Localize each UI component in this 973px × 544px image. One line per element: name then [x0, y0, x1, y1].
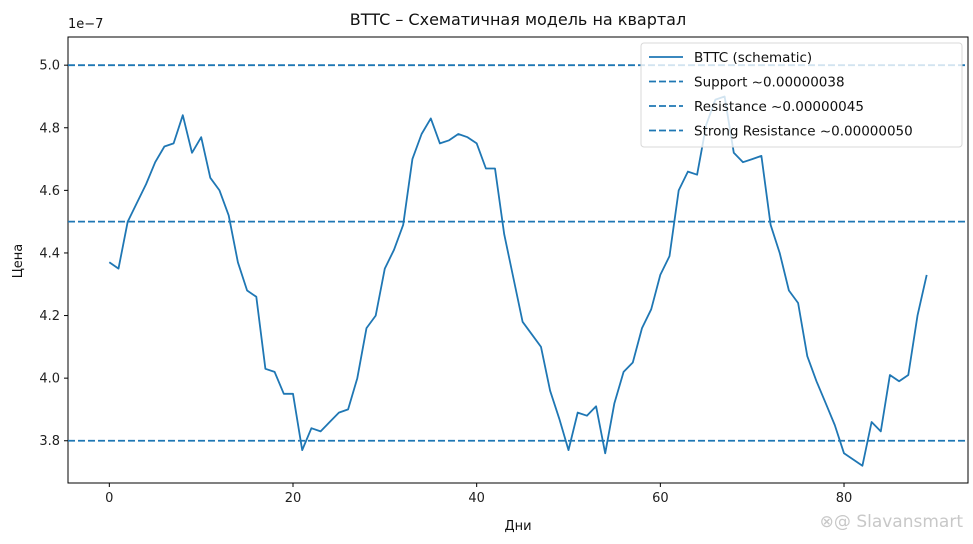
- y-tick-label: 3.8: [39, 434, 60, 449]
- x-tick-label: 80: [836, 491, 853, 506]
- legend-box: [640, 42, 963, 148]
- x-axis-ticks: 0 20 40 60 80: [105, 483, 852, 506]
- legend: BTTC (schematic) Support ~0.00000038 Resis…: [640, 42, 963, 148]
- price-series: [108, 95, 928, 467]
- y-tick-label: 5.0: [39, 59, 60, 74]
- legend-label: Resistance ~0.00000045: [694, 99, 864, 115]
- legend-label: BTTC (schematic): [694, 50, 812, 66]
- legend-label: Strong Resistance ~0.00000050: [694, 124, 913, 140]
- plot-area: [67, 36, 969, 484]
- y-tick-label: 4.2: [39, 309, 60, 324]
- y-axis-ticks: 3.8 4.0 4.2 4.4 4.6 4.8 5.0: [39, 59, 68, 449]
- chart-title: BTTC – Схематичная модель на квартал: [350, 10, 686, 29]
- legend-label: Support ~0.00000038: [694, 75, 845, 91]
- x-tick-label: 40: [468, 491, 485, 506]
- axes-frame: [67, 36, 969, 484]
- x-tick-label: 20: [285, 491, 302, 506]
- y-tick-label: 4.8: [39, 121, 60, 136]
- y-axis-label: Цена: [11, 244, 26, 279]
- x-tick-label: 0: [105, 491, 113, 506]
- y-tick-label: 4.0: [39, 372, 60, 387]
- x-axis-label: Дни: [504, 519, 531, 534]
- y-offset-label: 1e−7: [68, 17, 103, 32]
- watermark: ⊗@ Slavansmart: [819, 512, 963, 532]
- y-tick-label: 4.6: [39, 184, 60, 199]
- series-line-bttc: [108, 95, 928, 467]
- y-tick-label: 4.4: [39, 246, 60, 261]
- x-tick-label: 60: [652, 491, 669, 506]
